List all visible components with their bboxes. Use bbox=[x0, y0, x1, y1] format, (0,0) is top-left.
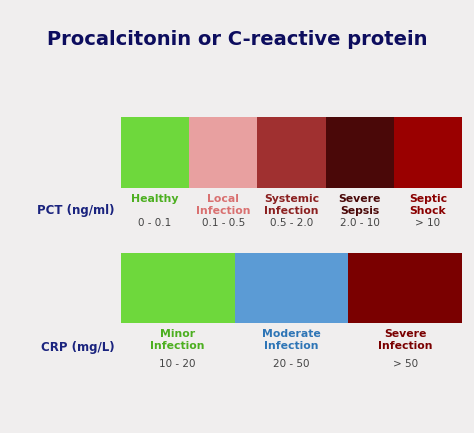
Text: Local
Infection: Local Infection bbox=[196, 194, 250, 216]
Text: > 50: > 50 bbox=[392, 359, 418, 368]
Text: Systemic
Infection: Systemic Infection bbox=[264, 194, 319, 216]
Bar bbox=[394, 117, 462, 188]
Text: Severe
Sepsis: Severe Sepsis bbox=[338, 194, 381, 216]
Text: > 10: > 10 bbox=[415, 218, 441, 228]
Text: 0 - 0.1: 0 - 0.1 bbox=[138, 218, 172, 228]
Text: Minor
Infection: Minor Infection bbox=[151, 329, 205, 351]
Bar bbox=[189, 117, 257, 188]
Text: Procalcitonin or C-reactive protein: Procalcitonin or C-reactive protein bbox=[47, 30, 427, 49]
Bar bbox=[257, 117, 326, 188]
Text: Septic
Shock: Septic Shock bbox=[409, 194, 447, 216]
Text: CRP (mg/L): CRP (mg/L) bbox=[41, 341, 115, 354]
Text: Severe
Infection: Severe Infection bbox=[378, 329, 432, 351]
Text: 0.1 - 0.5: 0.1 - 0.5 bbox=[201, 218, 245, 228]
Text: Moderate
Infection: Moderate Infection bbox=[262, 329, 321, 351]
Text: 20 - 50: 20 - 50 bbox=[273, 359, 310, 368]
Text: 10 - 20: 10 - 20 bbox=[159, 359, 196, 368]
Bar bbox=[121, 117, 189, 188]
Text: 2.0 - 10: 2.0 - 10 bbox=[340, 218, 380, 228]
Bar bbox=[326, 117, 394, 188]
Text: 0.5 - 2.0: 0.5 - 2.0 bbox=[270, 218, 313, 228]
Text: PCT (ng/ml): PCT (ng/ml) bbox=[37, 204, 115, 217]
Bar bbox=[121, 253, 235, 323]
Text: Healthy: Healthy bbox=[131, 194, 179, 204]
Bar bbox=[348, 253, 462, 323]
Bar bbox=[235, 253, 348, 323]
